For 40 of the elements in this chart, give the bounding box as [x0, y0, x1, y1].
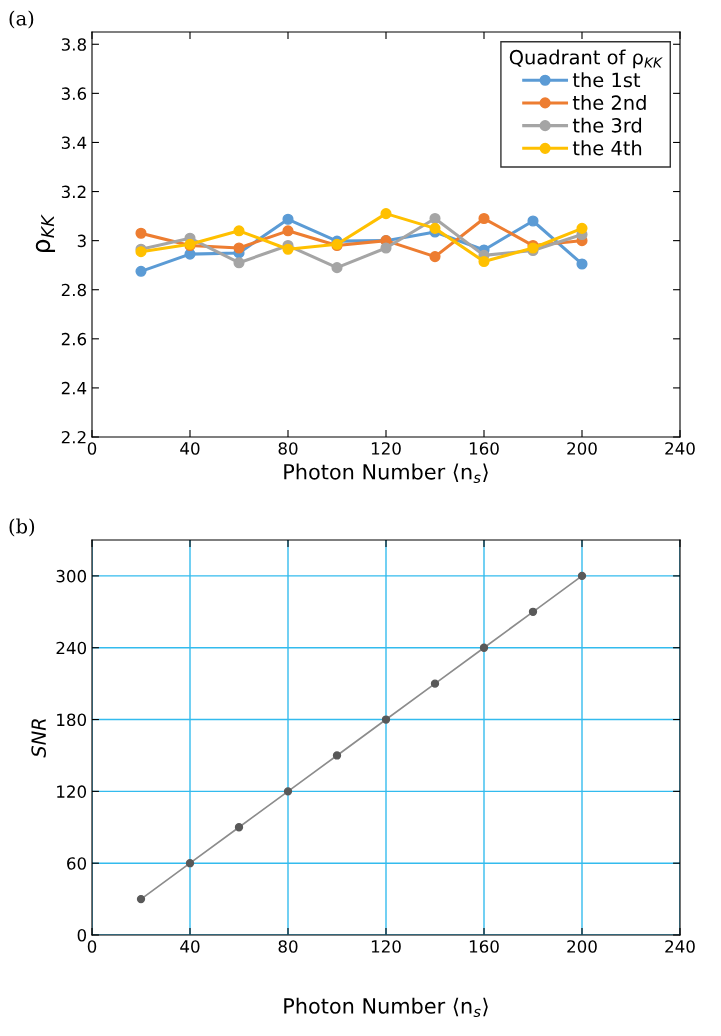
y-tick-label: 3: [77, 234, 86, 248]
x-tick-label: 160: [469, 442, 499, 455]
y-tick-label: 60: [67, 857, 87, 870]
x-tick-label: 40: [180, 442, 200, 455]
legend-label: the 1st: [572, 72, 641, 88]
y-tick-label: 2.8: [61, 283, 86, 297]
x-axis-title: Photon Number ⟨n$_{s}$⟩: [284, 463, 488, 483]
x-tick-label: 120: [371, 442, 401, 455]
text: (a): [9, 10, 34, 29]
y-tick-label: 2.2: [61, 430, 86, 444]
x-tick-label: 200: [567, 940, 597, 953]
x-tick-label: 200: [567, 442, 597, 455]
x-tick-label: 80: [278, 940, 298, 953]
x-tick-label: 120: [371, 940, 401, 953]
legend-title: Quadrant of ρ$_{KK}$: [509, 49, 663, 69]
legend-label: the 2nd: [572, 94, 646, 111]
y-tick-label: 2.6: [61, 332, 87, 346]
x-tick-label: 240: [665, 940, 695, 953]
y-tick-label: 3.6: [61, 87, 87, 100]
y-axis-title: ρ$_{KK}$: [35, 214, 56, 253]
y-tick-label: 3.2: [61, 185, 86, 199]
y-tick-label: 240: [56, 641, 87, 655]
text: (b): [9, 518, 35, 537]
x-tick-label: 40: [180, 940, 200, 953]
x-tick-label: 0: [87, 940, 97, 953]
legend-label: the 3rd: [572, 117, 642, 133]
x-tick-label: 0: [87, 442, 97, 455]
y-tick-label: 300: [56, 569, 87, 583]
y-tick-label: 3.4: [61, 136, 87, 150]
x-axis-title: Photon Number ⟨n$_{s}$⟩: [284, 997, 488, 1018]
y-tick-label: 120: [57, 785, 87, 798]
x-tick-label: 80: [278, 442, 298, 455]
y-axis-title: SNR: [31, 719, 46, 758]
legend-label: the 4th: [572, 140, 642, 156]
y-tick-label: 3.8: [61, 38, 86, 51]
x-tick-label: 160: [469, 940, 499, 953]
x-tick-label: 240: [665, 442, 695, 455]
y-tick-label: 2.4: [61, 381, 87, 395]
y-tick-label: 0: [77, 928, 87, 942]
y-tick-label: 180: [57, 713, 87, 727]
